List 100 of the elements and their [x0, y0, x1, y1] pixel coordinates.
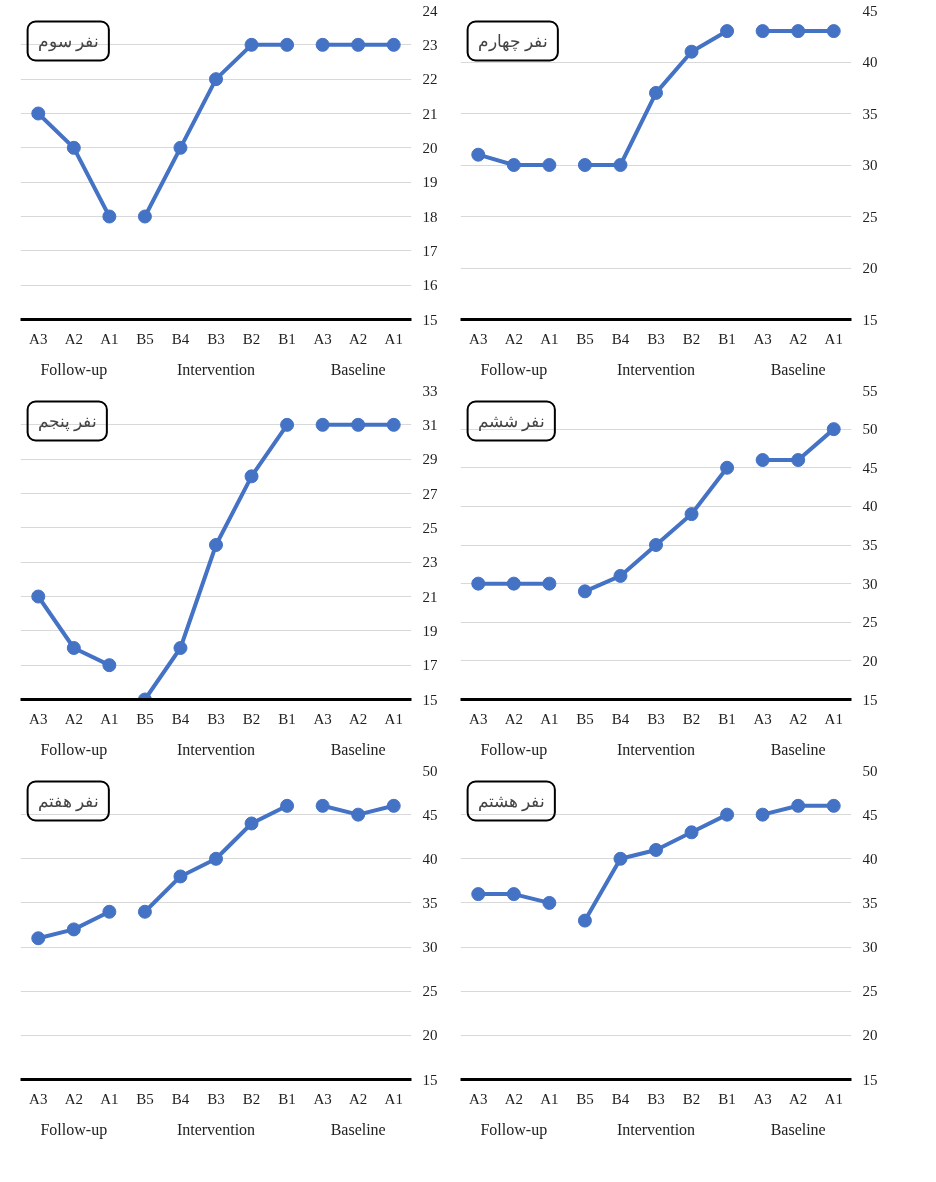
- y-tick-label: 40: [862, 850, 878, 867]
- y-tick-label: 25: [862, 983, 878, 1000]
- y-tick-label: 21: [422, 105, 438, 122]
- y-tick-label: 40: [862, 54, 878, 70]
- y-tick-label: 50: [862, 762, 878, 779]
- x-tick-label: B4: [171, 1090, 190, 1107]
- x-tick-label: A2: [504, 1090, 523, 1107]
- x-tick-label: B2: [242, 710, 261, 727]
- x-tick-label: A2: [64, 1090, 83, 1107]
- x-tick-label: A2: [64, 330, 83, 347]
- text: Intervention: [176, 740, 256, 758]
- y-tick-label: 20: [862, 1027, 878, 1044]
- y-tick-label: 21: [422, 588, 438, 605]
- text: Baseline: [330, 360, 386, 378]
- y-tick-label: 22: [422, 71, 438, 88]
- y-tick-label: 55: [862, 382, 878, 399]
- x-tick-label: B3: [207, 710, 225, 727]
- y-tick-label: 45: [862, 459, 878, 476]
- y-tick-label: 25: [862, 208, 878, 225]
- x-tick-label: B1: [278, 330, 296, 347]
- x-tick-label: B1: [718, 1090, 736, 1107]
- y-tick-label: 17: [422, 657, 438, 674]
- x-tick-label: B5: [136, 330, 154, 347]
- text: Follow-up: [40, 740, 108, 759]
- y-tick-label: 35: [862, 894, 878, 911]
- text: Follow-up: [480, 1120, 548, 1139]
- x-tick-label: B3: [207, 330, 225, 347]
- x-tick-label: A2: [789, 330, 808, 347]
- y-tick-label: 30: [862, 939, 878, 956]
- x-tick-label: A2: [349, 330, 368, 347]
- y-tick-label: 45: [862, 806, 878, 823]
- y-tick-label: 17: [422, 242, 438, 259]
- y-tick-label: 31: [422, 416, 438, 433]
- text: Intervention: [616, 360, 696, 378]
- y-tick-label: 15: [422, 311, 438, 328]
- text: Intervention: [176, 360, 256, 378]
- y-tick-label: 15: [422, 691, 438, 708]
- x-tick-label: A3: [313, 1090, 332, 1107]
- y-tick-label: 15: [862, 311, 878, 328]
- x-tick-label: A2: [64, 710, 83, 727]
- x-tick-label: A3: [469, 330, 488, 347]
- y-tick-label: 27: [422, 485, 438, 502]
- y-tick-label: 25: [862, 614, 878, 631]
- x-tick-label: B3: [207, 1090, 225, 1107]
- x-tick-label: B2: [682, 710, 701, 727]
- x-tick-label: B4: [611, 1090, 630, 1107]
- x-tick-label: B2: [242, 1090, 261, 1107]
- y-tick-label: 30: [862, 575, 878, 592]
- text: Baseline: [770, 740, 826, 758]
- y-tick-label: 15: [862, 1071, 878, 1088]
- x-tick-label: B1: [278, 710, 296, 727]
- y-tick-label: 30: [862, 157, 878, 173]
- y-tick-label: 35: [862, 105, 878, 122]
- x-tick-label: A3: [29, 1090, 48, 1107]
- y-tick-label: 20: [862, 260, 878, 276]
- x-tick-label: B4: [611, 710, 630, 727]
- x-tick-label: A2: [504, 710, 523, 727]
- y-tick-label: 20: [422, 1027, 438, 1044]
- x-tick-label: A3: [29, 710, 48, 727]
- x-tick-label: A1: [540, 1090, 559, 1107]
- x-tick-label: A3: [753, 1090, 772, 1107]
- y-tick-label: 30: [422, 939, 438, 956]
- text: نفر سوم: [37, 31, 99, 52]
- text: Follow-up: [40, 360, 108, 379]
- y-tick-label: 25: [422, 519, 438, 536]
- x-tick-label: B2: [242, 330, 261, 347]
- y-tick-label: 29: [422, 451, 438, 468]
- y-tick-label: 19: [422, 174, 438, 191]
- x-tick-label: B2: [682, 1090, 701, 1107]
- x-tick-label: A3: [753, 710, 772, 727]
- x-tick-label: B5: [136, 710, 154, 727]
- text: Baseline: [770, 1120, 826, 1138]
- y-tick-label: 45: [862, 2, 878, 19]
- x-tick-label: B3: [647, 710, 665, 727]
- x-tick-label: A3: [313, 710, 332, 727]
- y-tick-label: 35: [422, 894, 438, 911]
- y-tick-label: 50: [862, 421, 878, 438]
- y-tick-label: 25: [422, 983, 438, 1000]
- x-tick-label: B1: [718, 710, 736, 727]
- x-tick-label: A3: [753, 330, 772, 347]
- text: Baseline: [770, 360, 826, 378]
- text: Follow-up: [480, 740, 548, 759]
- x-tick-label: A1: [540, 330, 559, 347]
- y-tick-label: 15: [862, 691, 878, 708]
- text: Intervention: [616, 1120, 696, 1138]
- x-tick-label: A1: [540, 710, 559, 727]
- y-tick-label: 40: [422, 850, 438, 867]
- x-tick-label: A3: [469, 710, 488, 727]
- text: نفر چهارم: [477, 31, 548, 52]
- x-tick-label: A3: [29, 330, 48, 347]
- x-tick-label: B3: [647, 330, 665, 347]
- y-tick-label: 45: [422, 806, 438, 823]
- x-tick-label: A1: [824, 330, 843, 347]
- x-tick-label: B4: [611, 330, 630, 347]
- x-tick-label: A1: [100, 1090, 119, 1107]
- x-tick-label: B2: [682, 330, 701, 347]
- x-tick-label: A2: [789, 710, 808, 727]
- x-tick-label: A1: [824, 1090, 843, 1107]
- x-tick-label: B5: [136, 1090, 154, 1107]
- text: نفر پنجم: [37, 411, 97, 432]
